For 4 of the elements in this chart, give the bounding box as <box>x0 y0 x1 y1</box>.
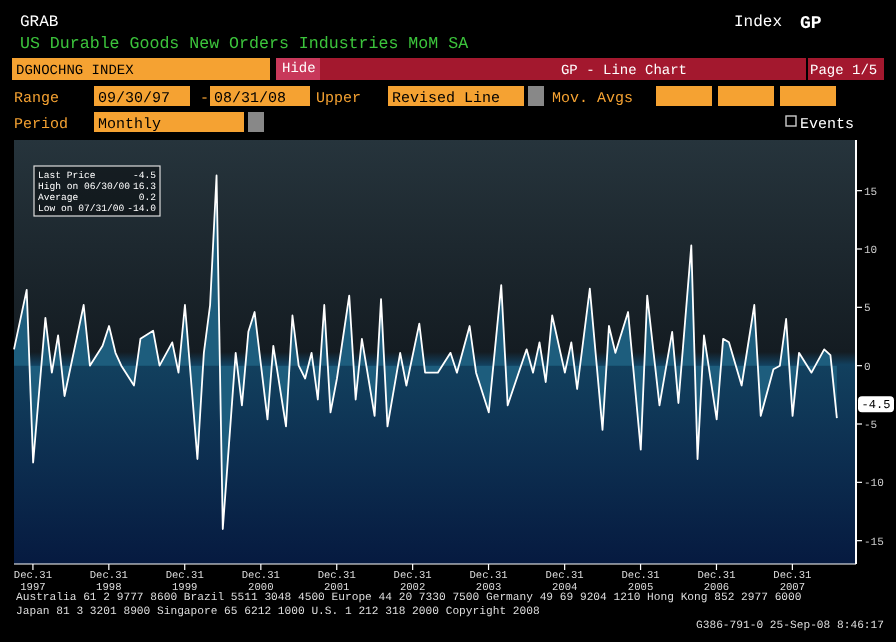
chart-title: US Durable Goods New Orders Industries MoM SA <box>20 34 469 54</box>
text: GP <box>800 14 823 34</box>
text: GRAB <box>20 14 59 32</box>
text: Index <box>734 14 783 32</box>
